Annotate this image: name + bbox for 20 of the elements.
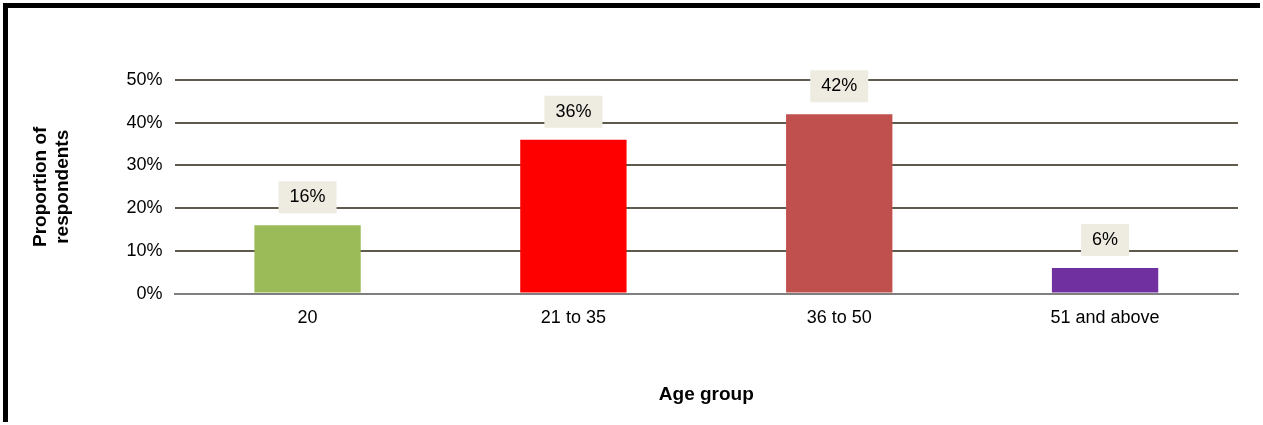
bar (786, 114, 893, 293)
x-tick-label: 51 and above (1050, 307, 1160, 328)
x-tick-label: 36 to 50 (806, 307, 872, 328)
y-tick-label: 0% (136, 282, 163, 303)
x-tick-label: 21 to 35 (540, 307, 606, 328)
data-label: 42% (821, 75, 858, 96)
data-label: 6% (1092, 228, 1119, 249)
data-label: 36% (555, 100, 592, 121)
y-tick-label: 50% (126, 68, 163, 89)
y-axis-title: Proportion of respondents (28, 125, 73, 247)
bar (1051, 267, 1159, 293)
data-label: 16% (289, 186, 326, 207)
y-tick-label: 40% (126, 111, 163, 132)
y-tick-label: 20% (126, 197, 163, 218)
bar (520, 139, 627, 293)
x-axis-title: Age group (658, 382, 754, 404)
y-tick-label: 30% (126, 154, 163, 175)
bar (254, 225, 361, 293)
y-tick-label: 10% (126, 239, 163, 260)
x-tick-label: 20 (297, 307, 318, 328)
